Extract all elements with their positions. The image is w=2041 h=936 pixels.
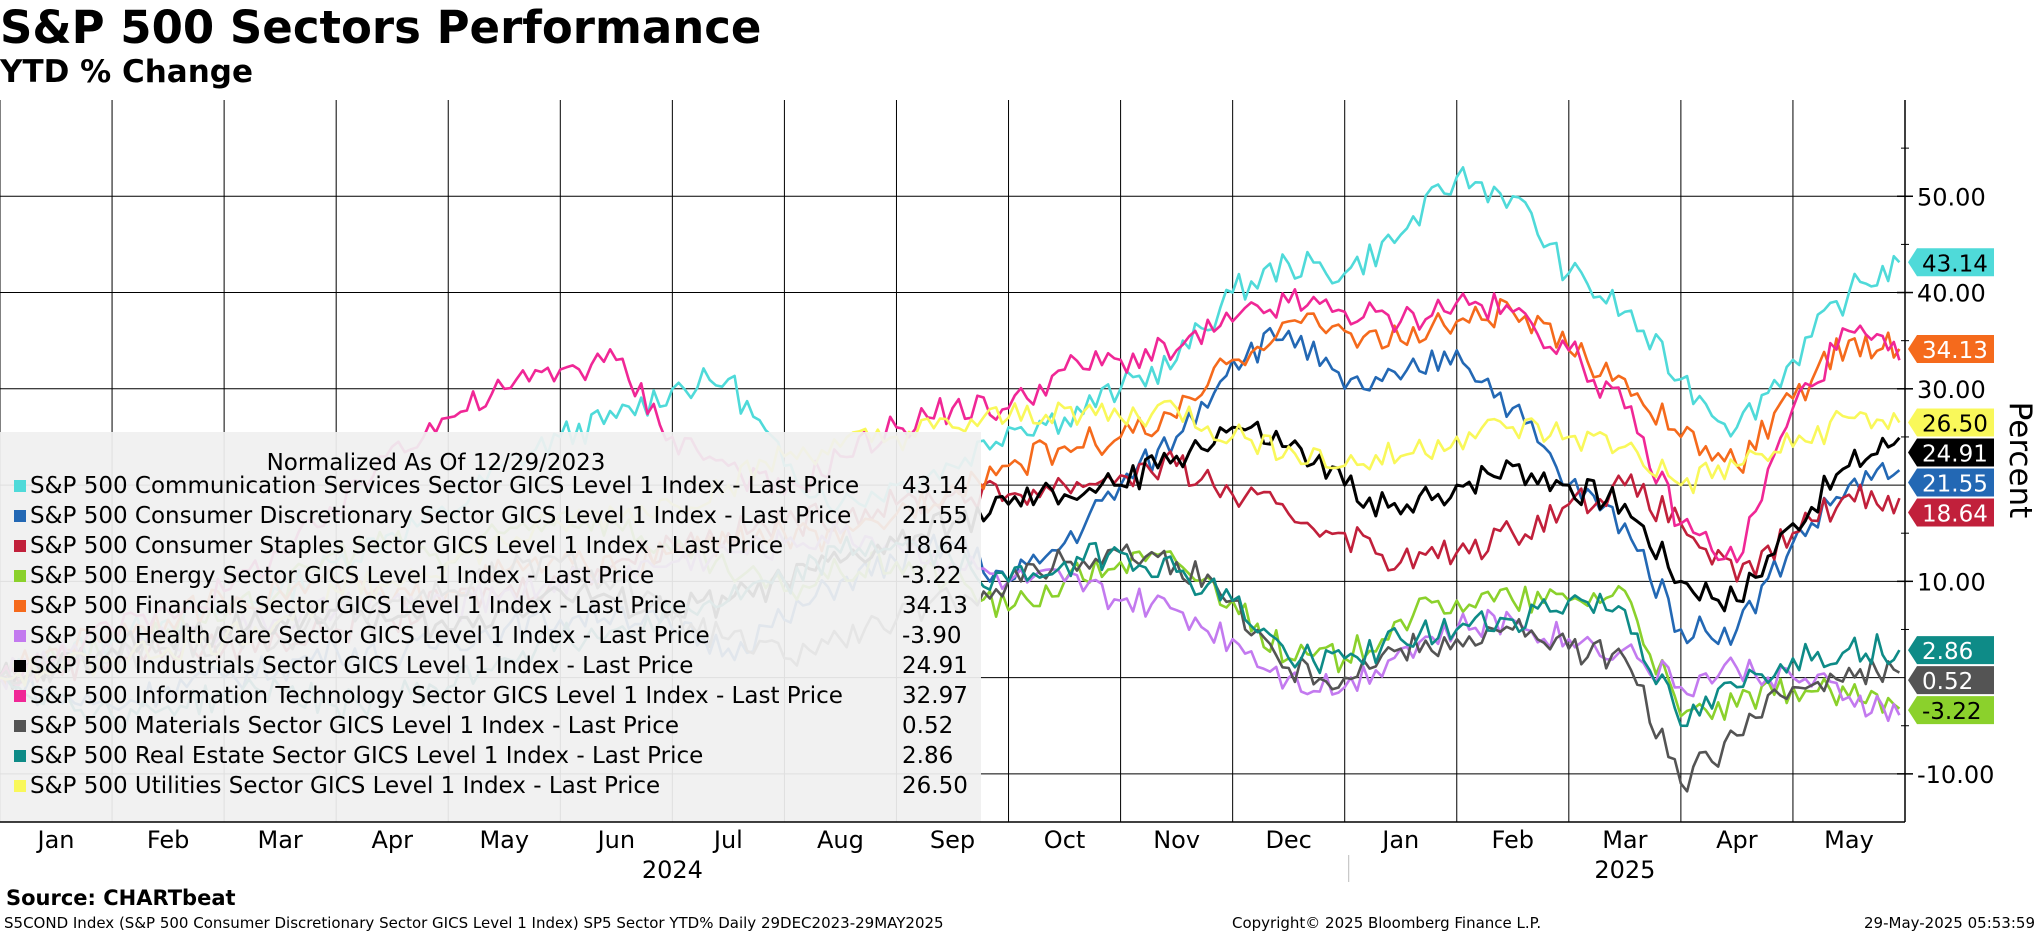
legend-entry-value: 26.50	[902, 773, 968, 799]
legend-swatch	[14, 600, 26, 612]
last-value-tag	[1908, 636, 1994, 665]
last-value-tag	[1908, 498, 1994, 527]
x-tick-label: Mar	[1602, 826, 1647, 854]
y-tick-label: 10.00	[1917, 568, 1986, 596]
last-value-text: 24.91	[1922, 441, 1988, 467]
last-value-text: 21.55	[1922, 471, 1988, 497]
legend-entry-label: S&P 500 Health Care Sector GICS Level 1 …	[30, 623, 710, 649]
last-value-text: 0.52	[1922, 669, 1973, 695]
chart-title: S&P 500 Sectors Performance	[0, 1, 762, 54]
legend-entry-label: S&P 500 Consumer Discretionary Sector GI…	[30, 503, 851, 529]
legend-entry-value: 34.13	[902, 593, 968, 619]
legend-entry-value: 32.97	[902, 683, 968, 709]
last-value-tag	[1908, 696, 1994, 725]
x-tick-label: May	[1824, 826, 1874, 854]
last-value-tag	[1908, 666, 1994, 695]
legend-entry-label: S&P 500 Consumer Staples Sector GICS Lev…	[30, 533, 783, 559]
legend-entry-value: 43.14	[902, 473, 968, 499]
legend-swatch	[14, 630, 26, 642]
legend-swatch	[14, 480, 26, 492]
last-value-tag	[1908, 335, 1994, 364]
x-tick-label: Feb	[147, 826, 190, 854]
last-value-tag	[1908, 438, 1994, 467]
x-tick-label: Dec	[1265, 826, 1311, 854]
last-value-text: 34.13	[1922, 338, 1988, 364]
last-value-text: 43.14	[1922, 251, 1988, 277]
legend-entry-value: 2.86	[902, 743, 953, 769]
legend-box	[0, 432, 981, 822]
y-tick-label: 30.00	[1917, 376, 1986, 404]
x-tick-label: Jan	[36, 826, 75, 854]
y-tick-label: 50.00	[1917, 183, 1986, 211]
legend-entry-label: S&P 500 Energy Sector GICS Level 1 Index…	[30, 563, 654, 589]
year-label: 2024	[642, 856, 703, 884]
legend-entry-label: S&P 500 Financials Sector GICS Level 1 I…	[30, 593, 686, 619]
legend-entry-label: S&P 500 Communication Services Sector GI…	[30, 473, 859, 499]
x-tick-label: Nov	[1153, 826, 1200, 854]
legend-swatch	[14, 540, 26, 552]
x-tick-label: Apr	[1716, 826, 1758, 854]
legend-entry-label: S&P 500 Real Estate Sector GICS Level 1 …	[30, 743, 703, 769]
y-tick-label: -10.00	[1917, 761, 1994, 789]
last-value-text: 18.64	[1922, 501, 1988, 527]
x-tick-label: Aug	[817, 826, 864, 854]
last-value-text: -3.22	[1922, 699, 1982, 725]
legend-entry-label: S&P 500 Information Technology Sector GI…	[30, 683, 843, 709]
legend-swatch	[14, 780, 26, 792]
legend-swatch	[14, 570, 26, 582]
last-value-tag	[1908, 248, 1994, 277]
legend-swatch	[14, 750, 26, 762]
x-tick-label: Apr	[371, 826, 413, 854]
y-tick-label: 40.00	[1917, 280, 1986, 308]
legend-entry-label: S&P 500 Materials Sector GICS Level 1 In…	[30, 713, 679, 739]
last-value-text: 26.50	[1922, 411, 1988, 437]
legend-swatch	[14, 510, 26, 522]
x-tick-label: Sep	[930, 826, 975, 854]
axes: -10.00 10.00 30.00 40.00 50.00 Percent Jan Feb M…	[0, 100, 2038, 884]
legend-entry-value: 18.64	[902, 533, 968, 559]
last-value-tag	[1908, 468, 1994, 497]
x-tick-label: May	[479, 826, 529, 854]
year-label: 2025	[1594, 856, 1655, 884]
legend-entry-label: S&P 500 Utilities Sector GICS Level 1 In…	[30, 773, 660, 799]
x-tick-label: Jan	[1380, 826, 1419, 854]
last-value-text: 2.86	[1922, 639, 1973, 665]
legend-entry-value: 21.55	[902, 503, 968, 529]
last-value-tag	[1908, 408, 1994, 437]
legend-title: Normalized As Of 12/29/2023	[267, 450, 606, 476]
legend-entry-value: 24.91	[902, 653, 968, 679]
index-info: S5COND Index (S&P 500 Consumer Discretio…	[4, 914, 944, 932]
legend-entry-label: S&P 500 Industrials Sector GICS Level 1 …	[30, 653, 693, 679]
x-tick-label: Oct	[1044, 826, 1086, 854]
x-tick-label: Feb	[1492, 826, 1535, 854]
last-value-labels: 43.14 34.13 26.50 24.91 21.55 18.64 2.86 0.52 -3…	[1908, 248, 1994, 725]
y-axis-label: Percent	[2002, 402, 2038, 519]
copyright: Copyright© 2025 Bloomberg Finance L.P.	[1232, 914, 1542, 932]
x-tick-label: Jun	[596, 826, 636, 854]
legend-swatch	[14, 690, 26, 702]
source-note: Source: CHARTbeat	[6, 886, 236, 910]
legend-swatch	[14, 660, 26, 672]
x-tick-label: Jul	[712, 826, 743, 854]
x-tick-label: Mar	[258, 826, 303, 854]
legend-entry-value: -3.90	[902, 623, 962, 649]
chart-subtitle: YTD % Change	[0, 54, 253, 90]
legend-entry-value: -3.22	[902, 563, 962, 589]
legend-swatch	[14, 720, 26, 732]
timestamp: 29-May-2025 05:53:59	[1864, 914, 2035, 932]
legend-entry-value: 0.52	[902, 713, 953, 739]
